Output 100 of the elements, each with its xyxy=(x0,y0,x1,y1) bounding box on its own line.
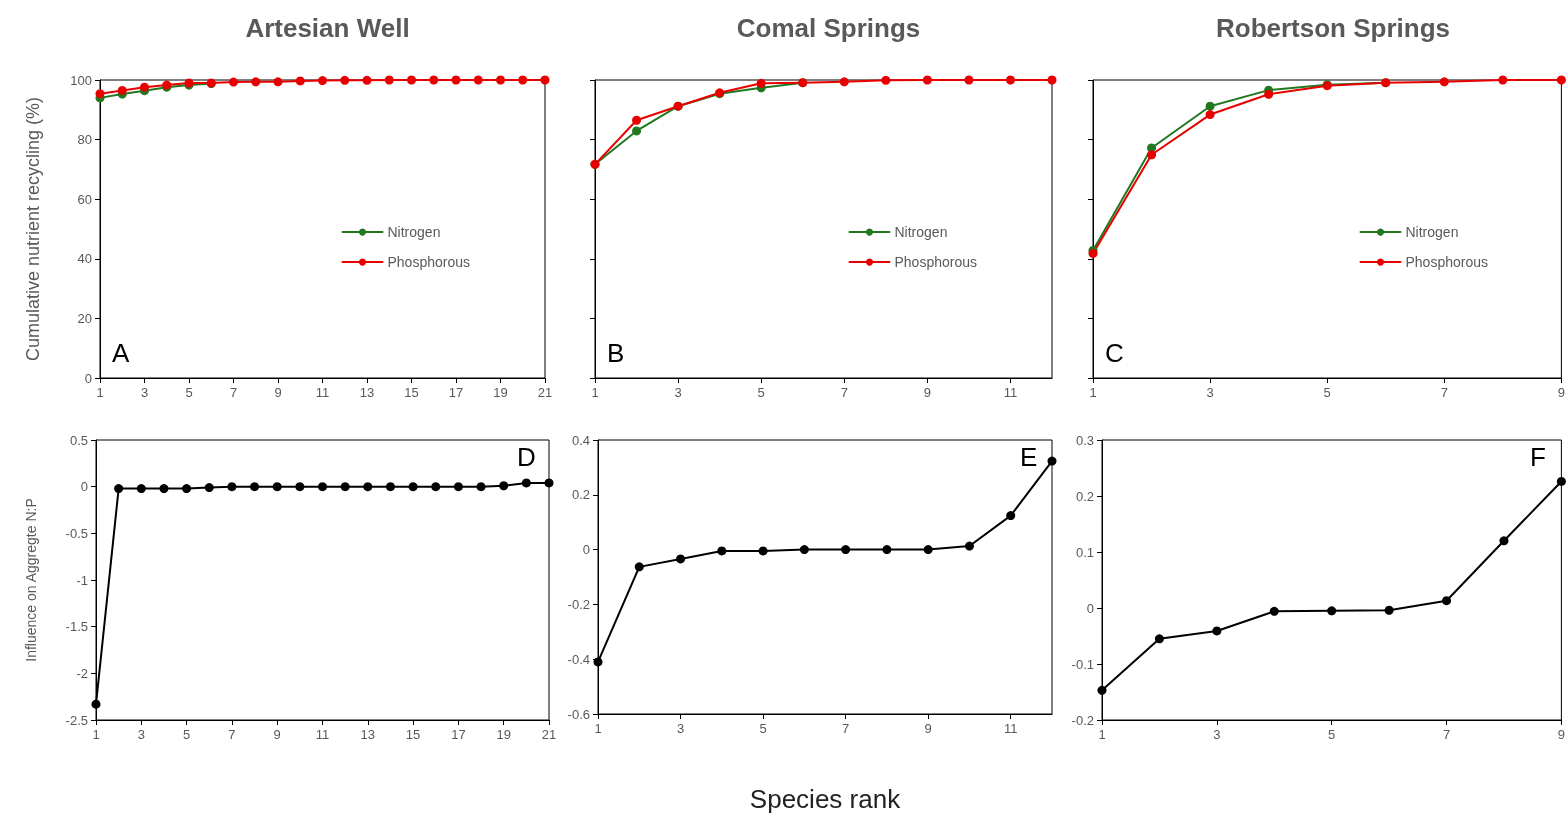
y-tick-label: 0 xyxy=(1086,600,1094,616)
y-tick-label: 80 xyxy=(77,132,92,148)
point xyxy=(229,77,238,87)
point xyxy=(632,115,642,125)
point xyxy=(1212,626,1222,636)
x-tick-label: 13 xyxy=(359,385,375,400)
point xyxy=(1097,685,1107,695)
x-tick-label: 15 xyxy=(405,727,421,742)
x-tick-label: 15 xyxy=(404,385,419,400)
x-tick-label: 9 xyxy=(924,721,932,736)
y-tick-label: 0.5 xyxy=(69,432,88,448)
point xyxy=(1442,596,1452,606)
y-tick-label: 60 xyxy=(77,191,92,207)
point xyxy=(385,482,395,492)
x-tick-label: 21 xyxy=(541,727,557,742)
point xyxy=(473,75,483,85)
y-axis-title: Influence on Aggregte N:P xyxy=(23,498,39,662)
legend-label: Nitrogen xyxy=(894,224,948,241)
point xyxy=(429,75,439,85)
x-tick-label: 17 xyxy=(451,727,466,742)
point xyxy=(431,482,441,492)
point xyxy=(544,478,554,488)
x-tick-label: 1 xyxy=(96,385,104,400)
point xyxy=(272,482,282,492)
chart-title: Robertson Springs xyxy=(1215,13,1451,43)
point xyxy=(340,482,350,492)
y-axis-title: Cumulative nutrient recycling (%) xyxy=(23,96,43,362)
point xyxy=(1154,634,1164,644)
y-tick-label: 20 xyxy=(77,310,92,326)
x-tick-label: 11 xyxy=(1003,385,1018,400)
y-tick-label: -0.1 xyxy=(1071,656,1094,672)
point xyxy=(922,75,932,85)
point xyxy=(227,482,237,492)
y-tick-label: 0.4 xyxy=(571,432,590,448)
point xyxy=(756,78,766,88)
x-tick-label: 3 xyxy=(676,721,685,736)
x-tick-label: 1 xyxy=(1089,385,1097,400)
point xyxy=(117,85,127,95)
point xyxy=(1006,511,1016,521)
point xyxy=(318,482,327,492)
legend-label: Nitrogen xyxy=(387,224,441,241)
point xyxy=(1384,605,1394,615)
y-tick-label: 100 xyxy=(70,72,92,88)
point xyxy=(841,545,851,555)
point xyxy=(964,541,974,551)
point xyxy=(676,554,686,564)
point xyxy=(518,75,528,85)
y-tick-label: -0.2 xyxy=(1071,712,1094,728)
point xyxy=(632,126,642,136)
point xyxy=(1498,75,1508,85)
point xyxy=(1205,110,1215,120)
point xyxy=(159,484,169,494)
x-tick-label: 7 xyxy=(1440,385,1448,400)
x-tick-label: 7 xyxy=(840,385,848,400)
point xyxy=(717,546,727,556)
x-tick-label: 5 xyxy=(1323,385,1331,400)
point xyxy=(496,75,505,85)
annotation: B xyxy=(607,338,625,368)
point xyxy=(204,483,214,493)
y-tick-label: -2.5 xyxy=(65,712,88,728)
point xyxy=(91,699,101,709)
point xyxy=(540,75,550,85)
point xyxy=(318,76,327,86)
point xyxy=(250,482,260,492)
point xyxy=(758,546,768,556)
legend-label: Phosphorous xyxy=(1405,254,1489,271)
point xyxy=(1205,101,1215,111)
point xyxy=(1269,606,1279,616)
point xyxy=(182,484,192,494)
point xyxy=(362,75,372,85)
legend-label: Nitrogen xyxy=(1405,224,1459,241)
y-tick-label: 0.2 xyxy=(1075,488,1094,504)
point xyxy=(1439,77,1449,87)
point xyxy=(140,82,149,92)
x-axis-title: Species rank xyxy=(749,784,902,814)
chart-title: Artesian Well xyxy=(245,13,410,43)
x-tick-label: 9 xyxy=(274,385,282,400)
x-tick-label: 7 xyxy=(1442,727,1451,742)
y-tick-label: 40 xyxy=(77,251,92,267)
x-tick-label: 3 xyxy=(1206,385,1214,400)
point xyxy=(136,484,146,494)
point xyxy=(251,77,261,87)
point xyxy=(408,482,418,492)
x-tick-label: 3 xyxy=(1213,727,1221,742)
annotation: F xyxy=(1530,442,1546,472)
point xyxy=(273,77,283,87)
x-tick-label: 19 xyxy=(493,385,508,400)
point xyxy=(1005,75,1015,85)
point xyxy=(1556,75,1566,85)
point xyxy=(799,545,809,555)
point xyxy=(1556,476,1566,486)
x-tick-label: 9 xyxy=(1557,385,1565,400)
y-tick-label: -2 xyxy=(76,665,88,681)
annotation: C xyxy=(1105,338,1124,368)
y-tick-label: -1.5 xyxy=(65,619,88,635)
x-tick-label: 11 xyxy=(315,385,330,400)
point xyxy=(499,481,509,491)
x-tick-label: 1 xyxy=(92,727,100,742)
point xyxy=(882,545,892,555)
legend-label: Phosphorous xyxy=(894,254,978,271)
